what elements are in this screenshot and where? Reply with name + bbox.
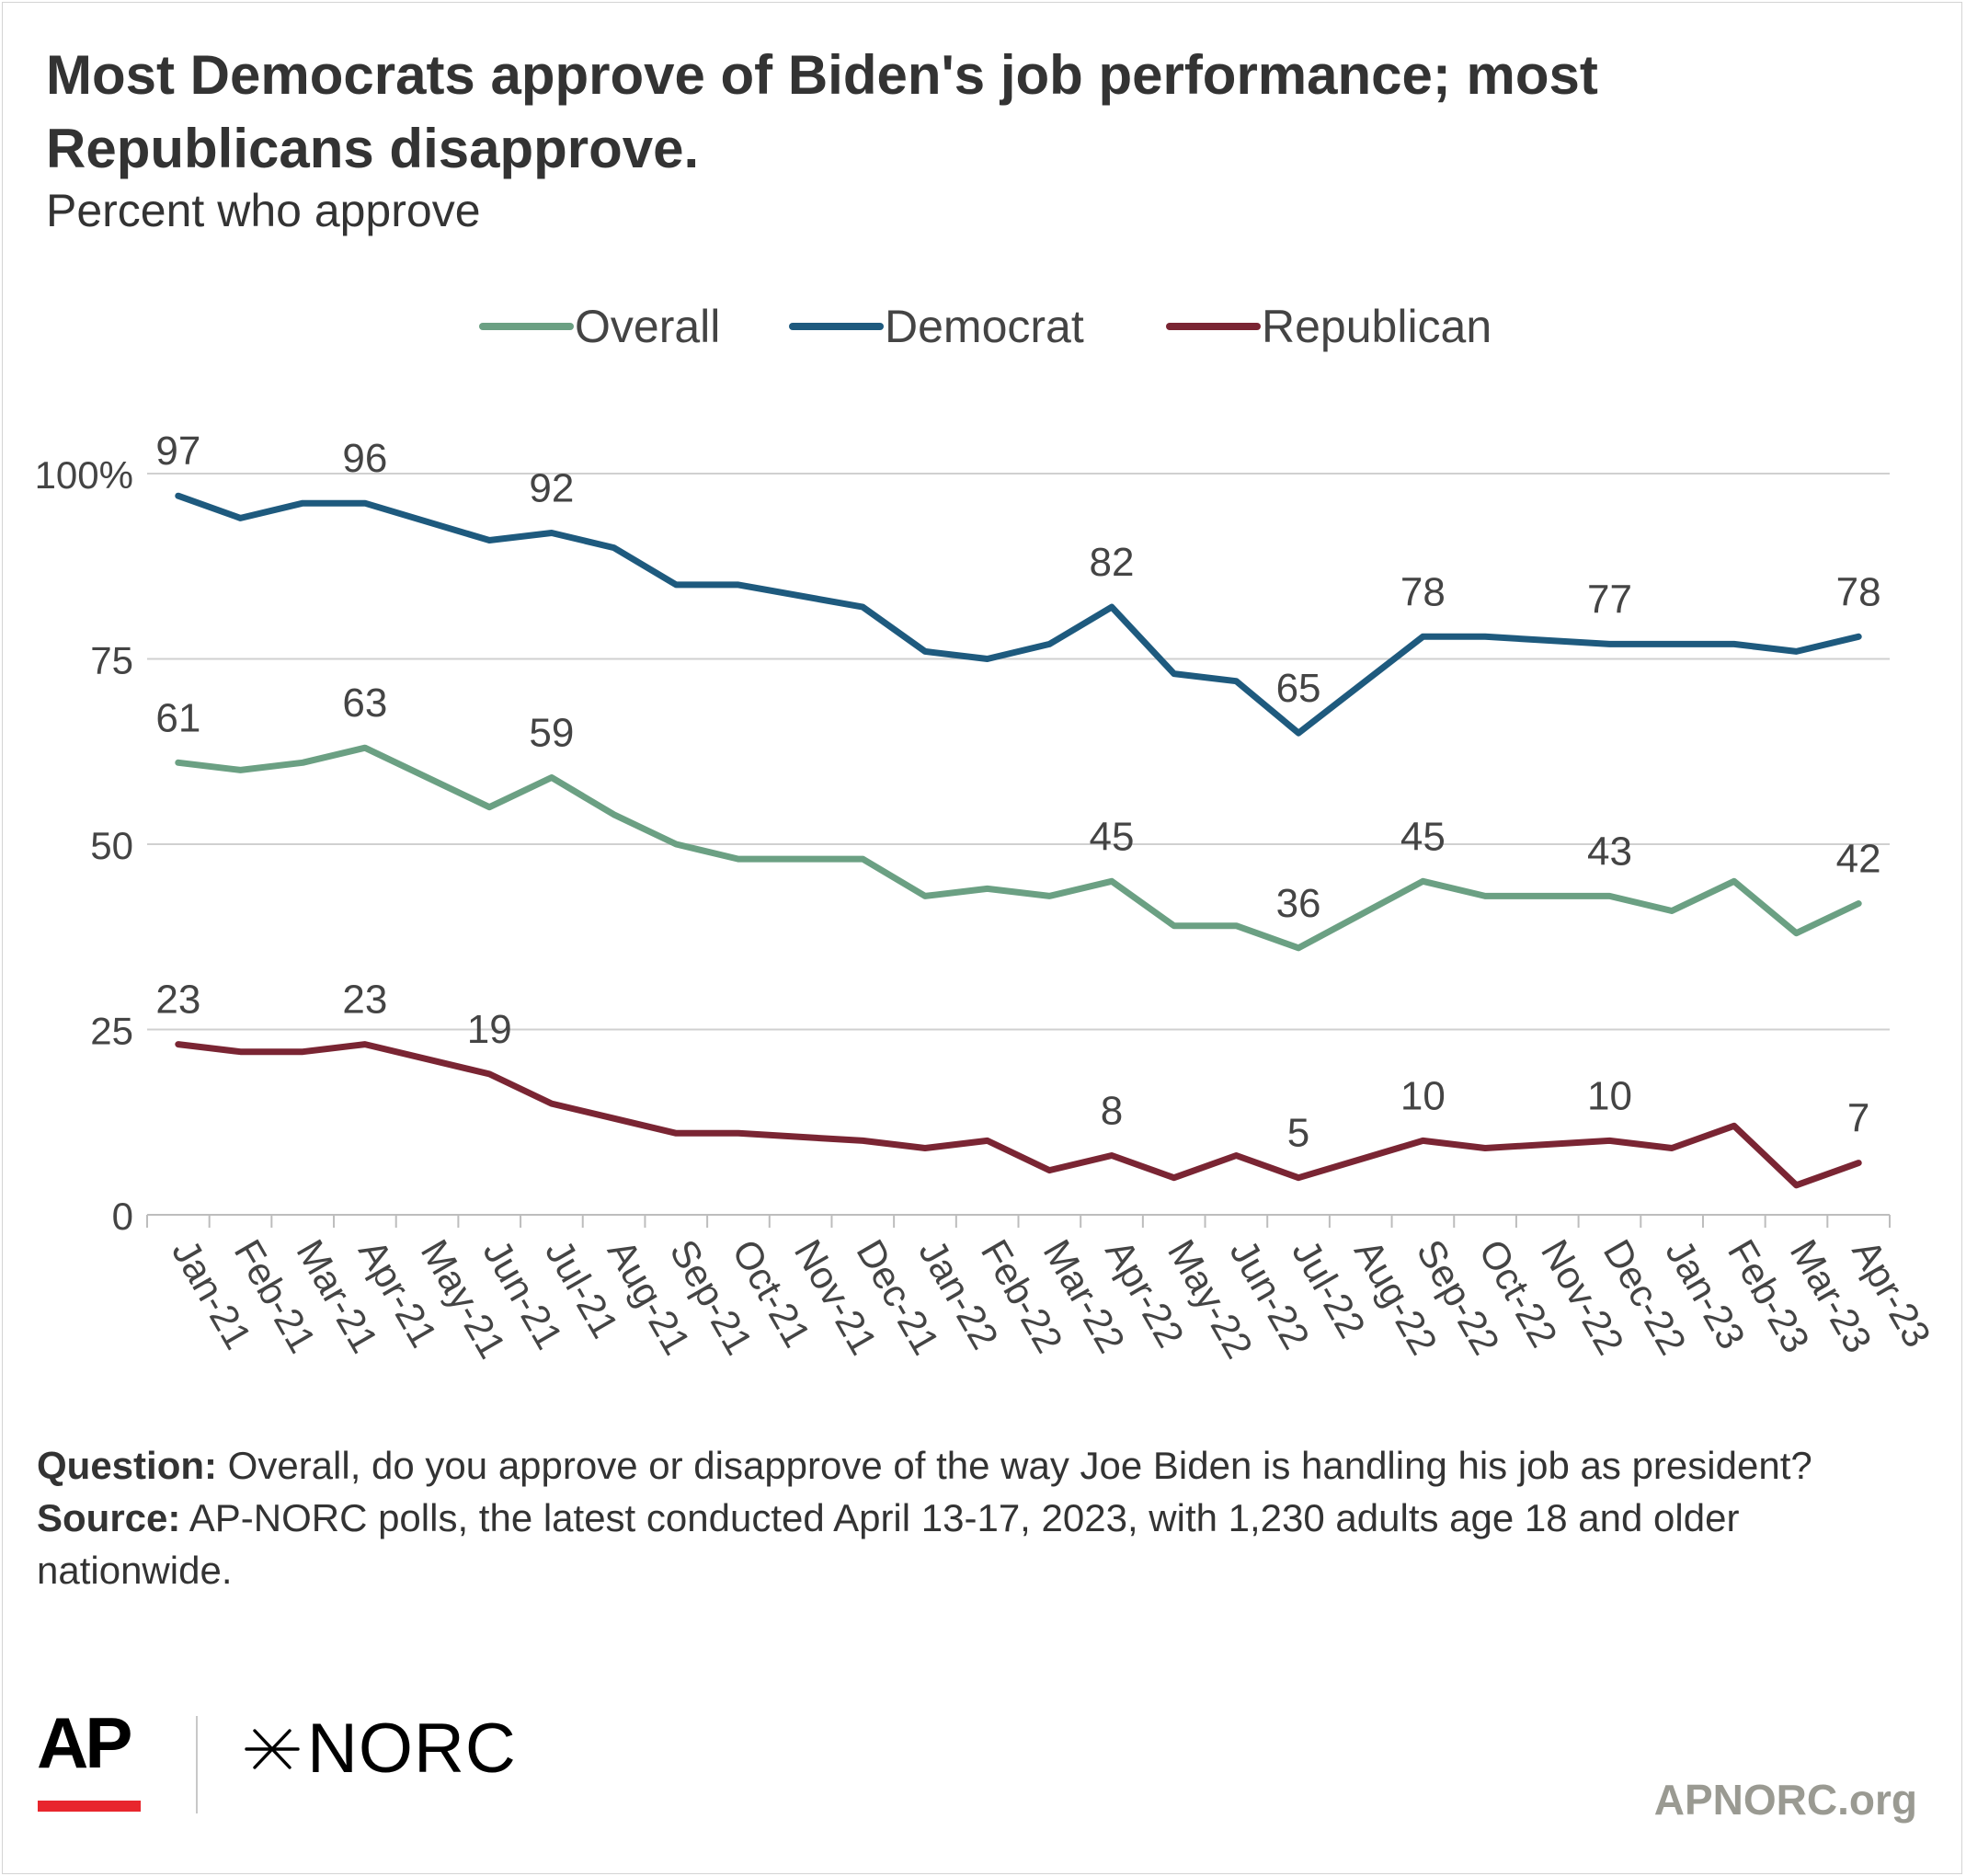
chart-footnote: Question: Overall, do you approve or dis…	[37, 1439, 1922, 1596]
source-label: Source:	[37, 1496, 181, 1539]
legend-item-republican: Republican	[1166, 301, 1492, 352]
data-label: 45	[1400, 814, 1446, 859]
legend-label: Democrat	[885, 301, 1084, 352]
chart-subtitle: Percent who approve	[46, 185, 481, 236]
site-url: APNORC.org	[1653, 1776, 1917, 1824]
y-tick-label: 100%	[35, 453, 133, 497]
norc-wordmark: NORC	[307, 1710, 517, 1788]
data-label: 92	[529, 465, 574, 510]
series-line-democrat	[175, 492, 1862, 737]
question-label: Question:	[37, 1444, 217, 1487]
data-label: 78	[1400, 569, 1446, 614]
data-label: 45	[1090, 814, 1135, 859]
chart-legend: Overall Democrat Republican	[479, 301, 1492, 352]
data-label: 10	[1587, 1073, 1632, 1118]
data-label: 7	[1847, 1096, 1869, 1141]
data-label: 96	[342, 436, 387, 481]
data-label: 23	[155, 978, 200, 1023]
series-line-overall	[175, 744, 1862, 952]
legend-label: Republican	[1262, 301, 1492, 352]
data-labels: 97 96 92 82 65 78 77 78 61 63 59 45 36 45 43 42 23 23 19 8 5…	[155, 429, 1880, 1156]
data-label: 23	[342, 978, 387, 1023]
data-label: 43	[1587, 829, 1632, 874]
y-tick-label: 50	[90, 824, 133, 867]
question-text: Overall, do you approve or disapprove of…	[217, 1444, 1812, 1487]
data-label: 65	[1276, 666, 1321, 711]
y-axis: 0 25 50 75 100%	[35, 453, 133, 1238]
ap-logo-underline	[38, 1801, 141, 1812]
data-label: 8	[1101, 1089, 1123, 1134]
series-line-republican	[175, 1041, 1862, 1189]
data-label: 19	[467, 1007, 512, 1052]
legend-item-democrat: Democrat	[789, 301, 1084, 352]
data-label: 42	[1836, 836, 1881, 881]
legend-label: Overall	[575, 301, 720, 352]
source-text: AP-NORC polls, the latest conducted Apri…	[37, 1496, 1740, 1592]
data-label: 82	[1090, 540, 1135, 585]
x-axis: Jan-21Feb-21Mar-21Apr-21May-21Jun-21Jul-…	[146, 1214, 1939, 1366]
data-label: 97	[155, 429, 200, 474]
data-label: 78	[1836, 569, 1881, 614]
series-lines	[175, 492, 1862, 1189]
logo-divider	[196, 1716, 198, 1813]
y-tick-label: 25	[90, 1010, 133, 1053]
y-tick-label: 75	[90, 639, 133, 682]
legend-item-overall: Overall	[479, 301, 720, 352]
data-label: 63	[342, 681, 387, 726]
chart-title: Most Democrats approve of Biden's job pe…	[46, 44, 1598, 179]
data-label: 77	[1587, 577, 1632, 622]
norc-star-icon	[245, 1729, 300, 1769]
data-label: 59	[529, 710, 574, 755]
data-label: 36	[1276, 881, 1321, 926]
gridlines	[147, 473, 1890, 1031]
ap-logo: AP	[37, 1702, 132, 1783]
data-label: 5	[1287, 1111, 1309, 1156]
data-label: 10	[1400, 1073, 1446, 1118]
norc-logo: NORC	[243, 1712, 517, 1786]
data-label: 61	[155, 695, 200, 740]
y-tick-label: 0	[112, 1195, 133, 1238]
